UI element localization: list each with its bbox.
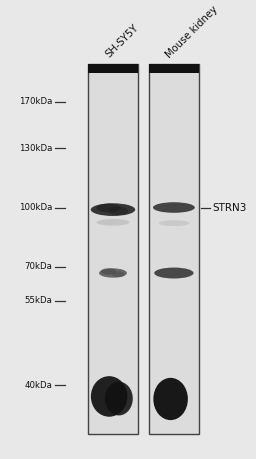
Text: 55kDa: 55kDa xyxy=(24,296,52,305)
Ellipse shape xyxy=(96,203,121,213)
Ellipse shape xyxy=(97,219,130,226)
Ellipse shape xyxy=(101,268,116,274)
Text: 40kDa: 40kDa xyxy=(24,381,52,390)
Text: 100kDa: 100kDa xyxy=(19,203,52,212)
Text: 70kDa: 70kDa xyxy=(24,262,52,271)
Ellipse shape xyxy=(99,269,127,278)
Bar xyxy=(149,64,199,73)
Bar xyxy=(88,64,138,434)
Text: SH-SY5Y: SH-SY5Y xyxy=(103,23,140,60)
Ellipse shape xyxy=(109,207,129,215)
Text: Mouse kidney: Mouse kidney xyxy=(164,4,220,60)
Text: 130kDa: 130kDa xyxy=(19,144,52,153)
Bar xyxy=(88,64,138,73)
Ellipse shape xyxy=(112,271,125,277)
Ellipse shape xyxy=(105,381,133,415)
Ellipse shape xyxy=(91,376,127,417)
Text: 170kDa: 170kDa xyxy=(19,97,52,106)
Ellipse shape xyxy=(91,203,135,216)
Ellipse shape xyxy=(159,220,189,226)
Ellipse shape xyxy=(153,202,195,213)
Ellipse shape xyxy=(153,378,188,420)
Bar xyxy=(149,64,199,434)
Ellipse shape xyxy=(154,268,194,279)
Text: STRN3: STRN3 xyxy=(213,202,247,213)
